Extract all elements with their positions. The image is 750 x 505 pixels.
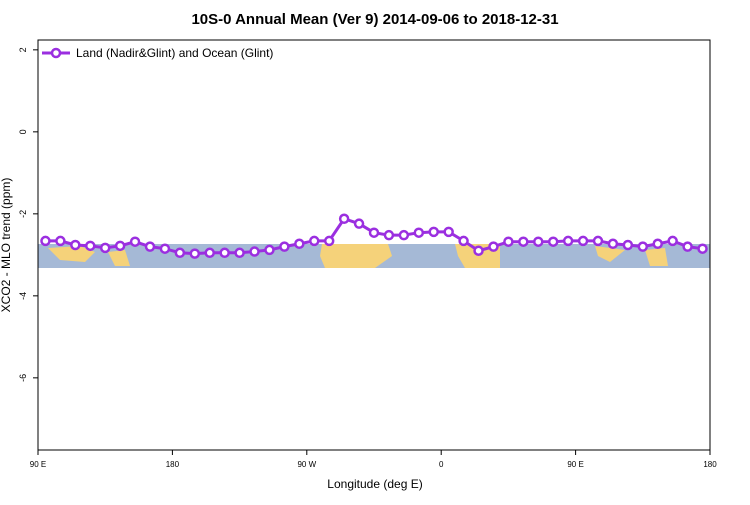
data-point	[607, 238, 619, 250]
y-tick-label: -2	[18, 210, 28, 218]
data-point	[697, 243, 708, 254]
data-point	[99, 242, 111, 254]
data-point	[353, 218, 365, 229]
data-point	[279, 241, 290, 252]
data-point	[488, 241, 499, 252]
data-point	[144, 241, 156, 252]
y-tick-label: -6	[18, 374, 28, 382]
data-point	[249, 246, 260, 257]
data-point	[264, 244, 275, 256]
data-point	[85, 240, 96, 252]
data-point	[174, 247, 186, 259]
legend-label: Land (Nadir&Glint) and Ocean (Glint)	[76, 46, 273, 60]
y-tick-label: -4	[18, 292, 28, 300]
data-point	[562, 235, 574, 247]
land	[48, 246, 95, 262]
data-point	[204, 247, 215, 259]
land	[595, 246, 625, 262]
data-point	[592, 235, 604, 247]
data-point	[234, 247, 245, 259]
land	[455, 244, 500, 268]
x-tick-label: 90 W	[297, 460, 316, 469]
chart-title: 10S-0 Annual Mean (Ver 9) 2014-09-06 to …	[191, 11, 558, 28]
data-point	[518, 236, 529, 247]
map-strip	[38, 244, 710, 268]
data-point	[159, 243, 171, 254]
data-point	[129, 236, 141, 247]
data-point	[294, 238, 305, 250]
data-point	[323, 235, 335, 247]
x-axis-label: Longitude (deg E)	[327, 477, 422, 491]
data-point	[667, 235, 678, 247]
data-point	[55, 235, 66, 247]
data-point	[219, 247, 230, 259]
legend-marker	[50, 47, 62, 59]
data-point	[413, 227, 425, 238]
y-tick-label: 0	[18, 129, 28, 134]
data-point	[40, 235, 51, 247]
data-point	[473, 245, 484, 256]
x-tick-label: 180	[703, 460, 717, 469]
data-point	[443, 226, 454, 238]
x-tick-label: 180	[166, 460, 180, 469]
data-point	[533, 236, 544, 247]
data-point	[652, 238, 663, 250]
data-point	[458, 235, 469, 247]
data-point	[383, 229, 395, 241]
land	[108, 250, 130, 266]
x-tick-label: 90 E	[567, 460, 583, 469]
land	[645, 248, 668, 266]
data-point	[577, 235, 589, 247]
data-point	[428, 226, 439, 238]
y-axis-label: XCO2 - MLO trend (ppm)	[0, 178, 13, 313]
data-point	[189, 248, 201, 259]
land	[320, 244, 392, 268]
data-point	[398, 229, 410, 241]
data-point	[114, 240, 126, 252]
data-point	[547, 236, 559, 247]
plot-frame	[37, 39, 711, 451]
data-point	[637, 241, 649, 252]
data-point	[622, 239, 634, 251]
data-point	[309, 235, 320, 247]
data-point	[70, 239, 81, 251]
x-tick-label: 0	[439, 460, 444, 469]
data-point	[503, 236, 514, 247]
data-point	[368, 227, 380, 238]
data-point	[338, 213, 350, 225]
data-point	[682, 241, 693, 252]
x-tick-label: 90 E	[30, 460, 46, 469]
y-tick-label: 2	[18, 47, 28, 52]
